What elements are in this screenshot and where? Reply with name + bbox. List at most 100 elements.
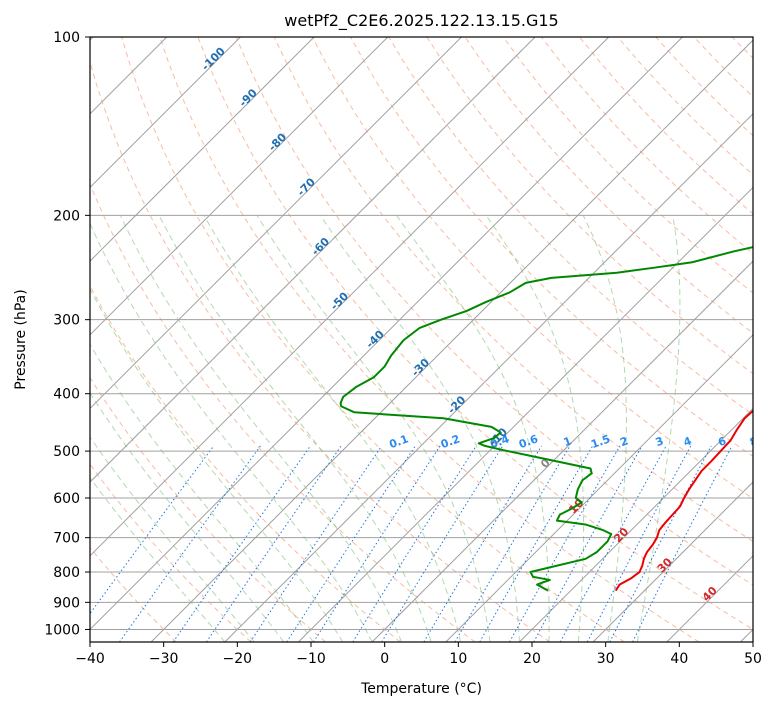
y-tick-label: 400 [53,387,80,403]
isotherm [740,628,753,642]
moist-adiabat [90,392,285,642]
plot-frame [89,36,754,643]
isotherm [90,37,241,189]
mixing-ratio-label: 4 [682,434,694,449]
mixing-ratio-line [509,445,621,642]
isotherm [90,37,610,557]
mixing-ratio-label: 0.1 [387,432,410,451]
y-tick-label: 200 [53,208,80,224]
x-axis-label: Temperature (°C) [360,681,482,697]
dry-adiabat [770,37,775,642]
moist-adiabat [90,222,373,642]
mixing-ratio-line [119,445,261,642]
moist-adiabat [395,215,550,642]
dry-adiabat [90,376,326,642]
mixing-ratio-label: 0.2 [439,432,462,451]
isotherm [90,37,389,336]
x-tick-label: 0 [380,651,389,667]
dry-adiabat [350,37,753,457]
mixing-ratio-line [559,445,667,642]
moist-adiabat [319,215,520,642]
moist-adiabat [90,476,226,642]
moist-adiabat [158,215,432,642]
isotherm [90,37,683,631]
x-tick-label: −40 [75,651,105,667]
x-tick-label: 20 [523,651,541,667]
dry-adiabat [90,284,401,642]
mixing-ratio-label: 1.5 [589,432,612,451]
dry-adiabat [90,463,252,642]
isotherm [666,555,753,642]
mixing-ratio-label: 1 [562,434,574,449]
isotherm [371,260,753,642]
mixing-ratio-line [313,445,441,642]
x-tick-label: 40 [670,651,688,667]
x-tick-label: −30 [149,651,179,667]
dry-adiabat [235,37,753,586]
x-tick-label: 30 [597,651,615,667]
temperature-profile-line [614,409,753,592]
isotherm [90,37,536,483]
x-tick-label: 50 [744,651,762,667]
mixing-ratio-line [205,445,342,642]
y-tick-label: 300 [53,313,80,329]
isotherm [445,334,753,642]
x-tick-label: −20 [223,651,253,667]
isotherm-label: -70 [295,175,318,198]
x-tick-label: 10 [449,651,467,667]
moist-adiabat [90,287,344,642]
x-tick-label: −10 [296,651,326,667]
dry-adiabat [464,37,753,334]
y-tick-label: 900 [53,595,80,611]
dry-adiabat [426,37,753,375]
dewpoint-profile-line [339,246,753,592]
dry-adiabat [617,37,753,176]
isotherm-label: -80 [266,130,289,153]
moist-adiabat [256,215,491,642]
moist-adiabat [636,215,681,642]
isotherm [592,481,753,642]
dry-adiabat [388,37,753,416]
y-tick-label: 800 [53,565,80,581]
isotherm-label: -60 [309,235,332,258]
isotherm [298,186,753,642]
mixing-ratio-label: 6 [716,434,728,449]
mixing-ratio-line [352,445,477,642]
mixing-ratio-label: 2 [618,434,630,449]
y-tick-label: 100 [53,30,80,46]
mixing-ratio-line [286,445,416,642]
isotherm-label: -20 [445,393,468,416]
mixing-ratio-line [381,445,504,642]
dry-adiabat [502,37,753,294]
mixing-ratio-line [249,445,383,642]
dry-adiabat [90,60,551,642]
isotherm-label: 40 [700,584,720,604]
moist-adiabat [582,215,627,642]
dry-adiabat [159,37,700,642]
moist-adiabat [119,215,403,642]
dry-adiabat [121,37,625,642]
y-tick-label: 1000 [44,622,80,638]
dry-adiabat [90,182,476,642]
y-tick-label: 500 [53,444,80,460]
dry-adiabat [693,37,753,98]
chart-title: wetPf2_C2E6.2025.122.13.15.G15 [284,11,558,31]
mixing-ratio-line [423,445,542,642]
mixing-ratio-line [632,445,733,642]
dry-adiabat [197,37,753,631]
x-axis: −40 −30 −20 −10 0 10 20 30 40 50 [75,642,762,667]
mixing-ratio-line [454,445,571,642]
isotherm-label: -90 [236,86,259,109]
mixing-ratio-label: 0.6 [517,432,540,451]
mixing-ratio-label: 8 [748,434,760,449]
dry-adiabat [655,37,753,137]
mixing-ratio-line [609,445,712,642]
isotherm-label: -100 [199,44,228,73]
isotherm [224,113,753,642]
dry-adiabat [90,546,177,642]
isotherm-label: -40 [364,328,387,351]
mixing-ratio-label: 3 [654,434,666,449]
y-axis-label: Pressure (hPa) [13,289,29,389]
y-tick-label: 600 [53,491,80,507]
isotherm-label: 20 [611,525,631,545]
